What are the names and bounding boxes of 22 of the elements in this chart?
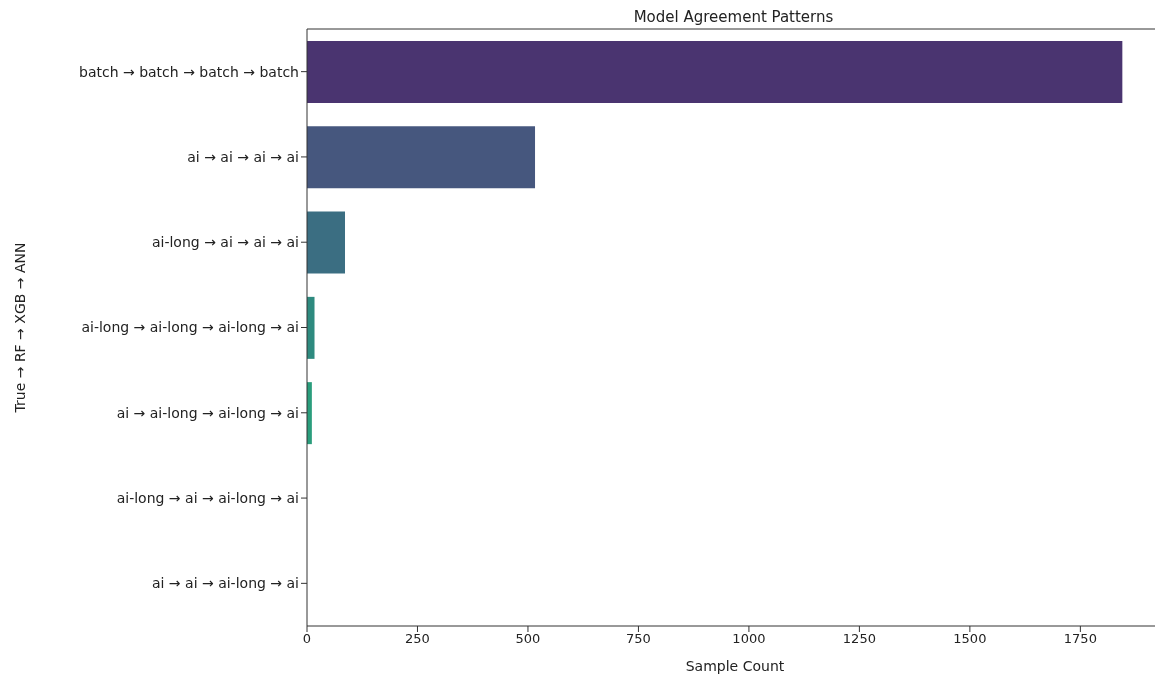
y-tick-label: ai → ai-long → ai-long → ai <box>116 404 299 421</box>
y-tick-label: ai → ai → ai-long → ai <box>151 575 299 592</box>
bar <box>307 126 536 189</box>
y-tick-label: ai-long → ai → ai → ai <box>151 234 299 251</box>
x-tick-label: 750 <box>626 631 651 647</box>
x-tick-label: 500 <box>515 631 541 647</box>
y-tick-label: batch → batch → batch → batch <box>79 63 299 80</box>
x-axis-title: Sample Count <box>685 658 785 674</box>
y-tick-label: ai → ai → ai → ai <box>187 148 299 165</box>
bar <box>307 211 346 274</box>
chart-title: Model Agreement Patterns <box>632 8 835 26</box>
y-axis-title: True → RF → XGB → ANN <box>11 242 28 414</box>
x-tick-label: 1750 <box>1063 631 1097 647</box>
y-tick-label: ai-long → ai-long → ai-long → ai <box>81 319 299 336</box>
x-tick-label: 250 <box>405 631 430 647</box>
y-tick-label: ai-long → ai → ai-long → ai <box>116 490 299 507</box>
x-tick-label: 0 <box>302 631 312 647</box>
x-tick-label: 1250 <box>842 631 876 647</box>
bar <box>307 41 1123 103</box>
x-tick-label: 1500 <box>953 631 987 647</box>
bar <box>307 296 315 359</box>
x-tick-label: 1000 <box>732 631 766 647</box>
